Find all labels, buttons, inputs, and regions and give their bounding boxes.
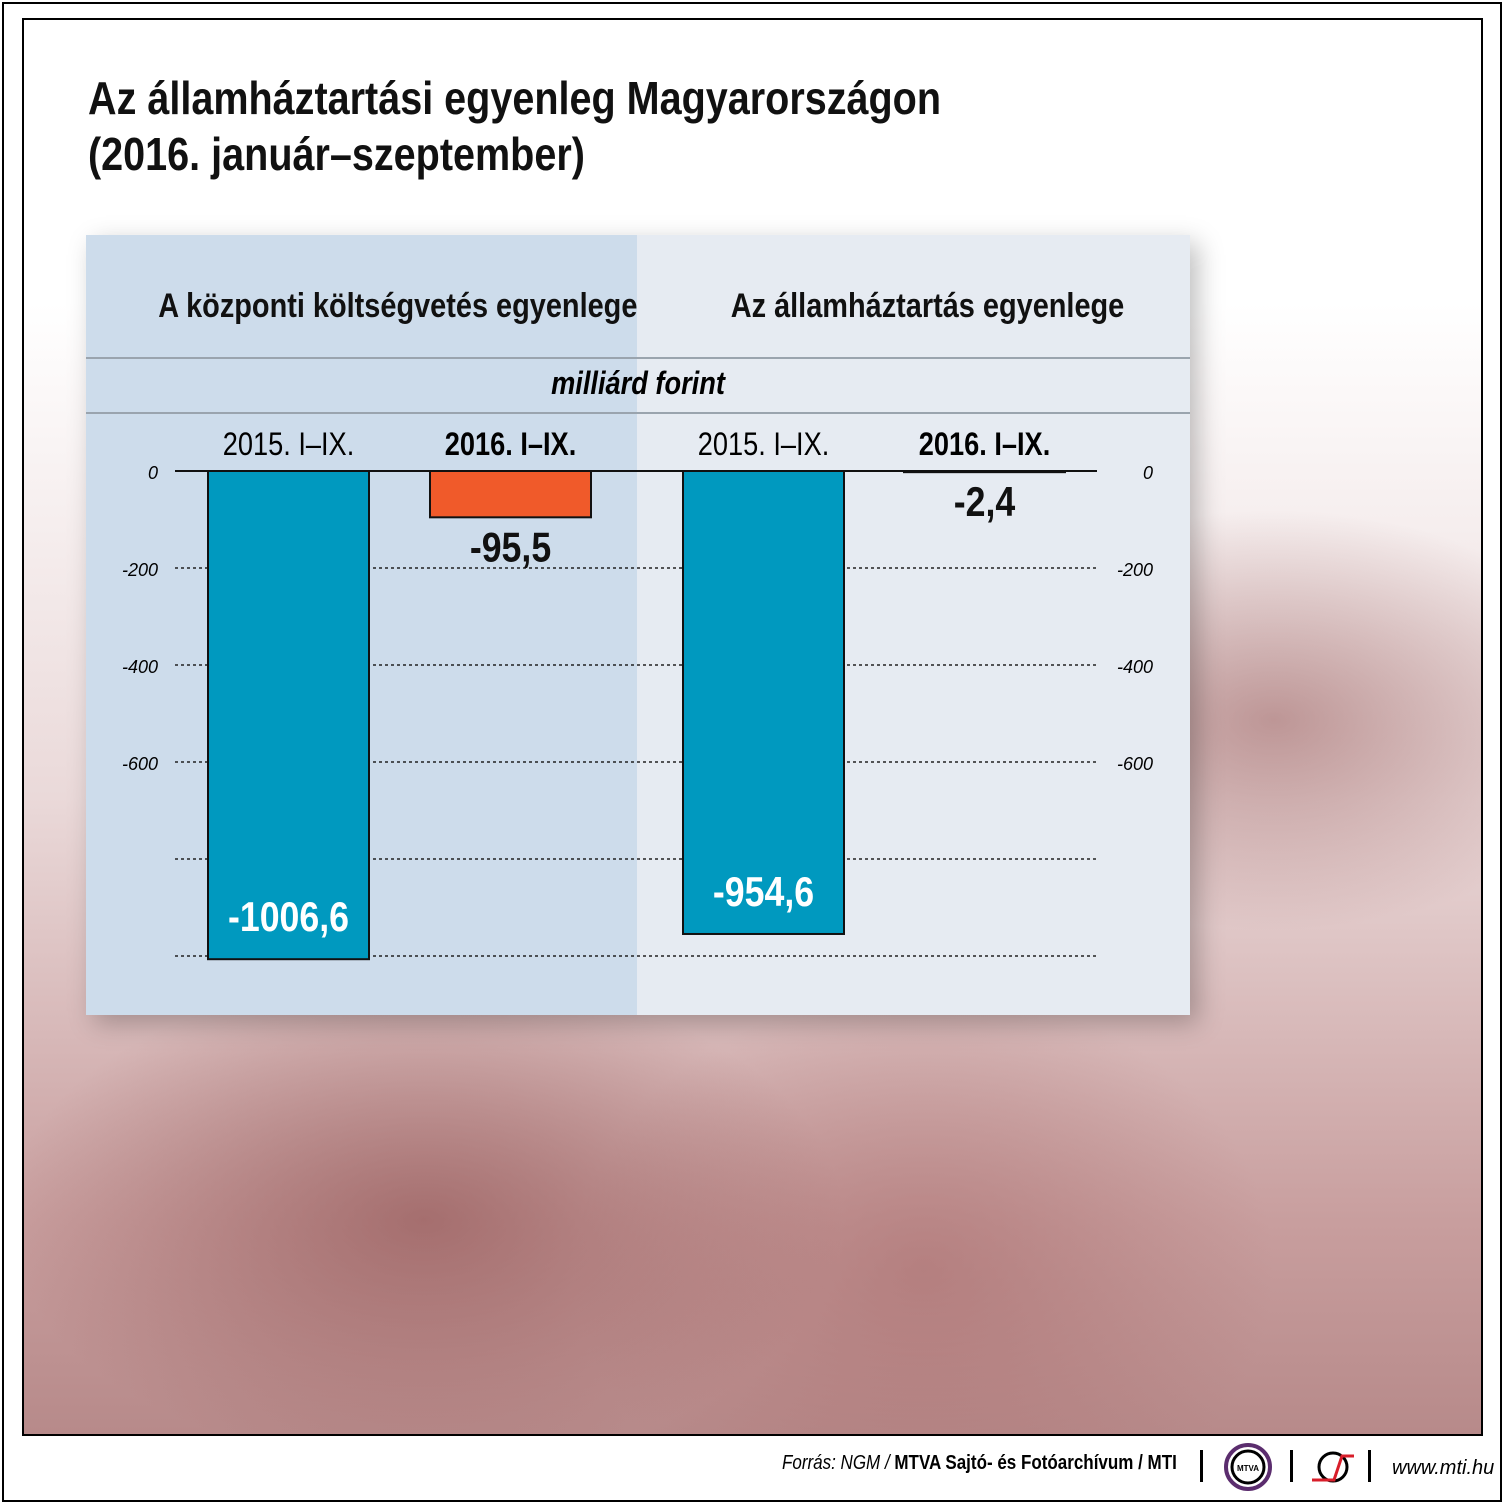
y-tick-label-left: 0 [148,463,158,483]
y-tick-label-left: -400 [122,657,158,677]
y-tick-label-left: -200 [122,560,158,580]
y-tick-label-left: -600 [122,754,158,774]
data-label: -2,4 [954,480,1016,526]
category-label: 2016. I–IX. [445,427,577,463]
divider [86,357,1190,359]
bar [682,470,845,935]
y-tick-label-right: -600 [1117,754,1153,774]
footer: Forrás: NGM / MTVA Sajtó- és Fotóarchívu… [782,1452,1177,1475]
category-label: 2015. I–IX. [698,427,830,463]
y-tick-label-right: -400 [1117,657,1153,677]
unit-label: milliárd forint [551,365,725,401]
source-prefix: Forrás: NGM / [782,1452,890,1474]
data-label: -954,6 [713,869,814,915]
y-tick-label-right: -200 [1117,560,1153,580]
bar [207,470,370,961]
panel-title-left: A központi költségvetés egyenlege [158,287,638,325]
source-credit: MTVA Sajtó- és Fotóarchívum / MTI [894,1452,1177,1474]
category-label: 2016. I–IX. [919,427,1051,463]
category-label: 2015. I–IX. [223,427,355,463]
y-tick-label-right: 0 [1143,463,1153,483]
bar [429,470,592,519]
chart-title: Az államháztartási egyenleg Magyarország… [88,70,941,182]
title-line-1: Az államháztartási egyenleg Magyarország… [88,72,942,124]
panel-title-right: Az államháztartás egyenlege [730,287,1125,325]
divider [86,412,1190,414]
data-label: -1006,6 [228,895,349,941]
title-line-2: (2016. január–szeptember) [88,128,585,180]
data-label: -95,5 [470,525,551,571]
